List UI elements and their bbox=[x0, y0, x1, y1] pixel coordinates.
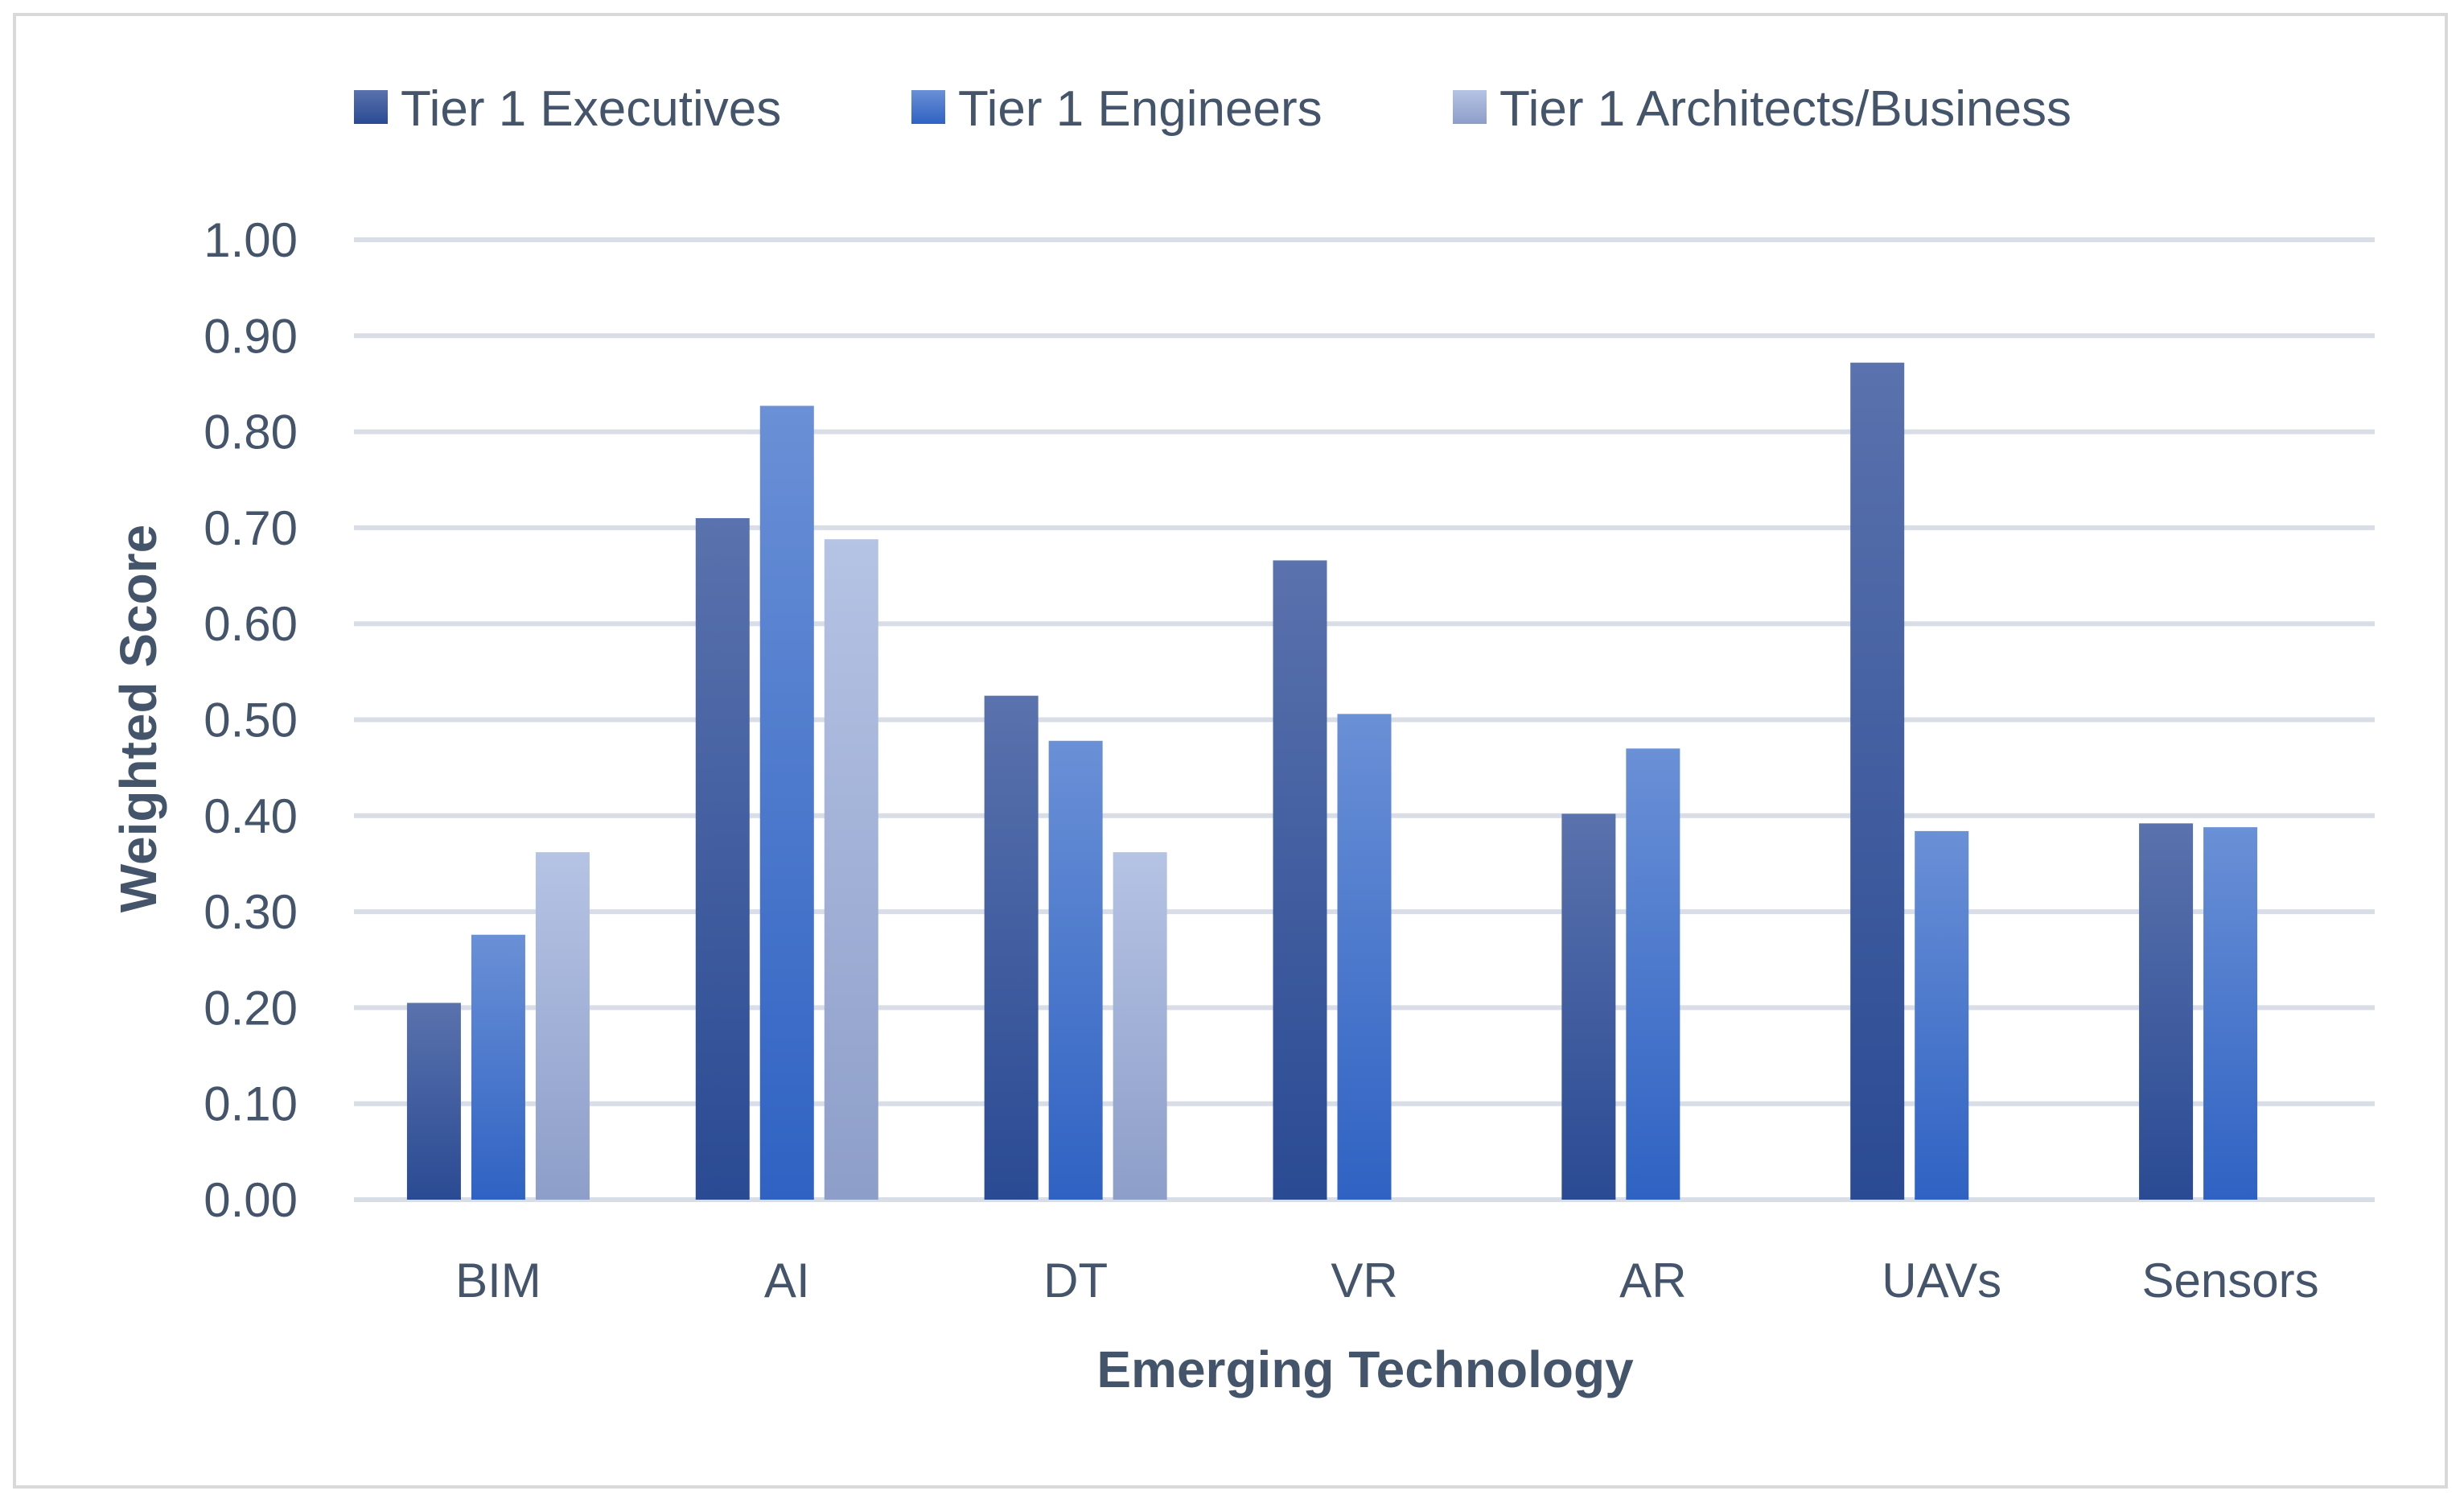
bar-uavs-series-2[interactable] bbox=[1915, 830, 1969, 1200]
y-tick-label: 0.40 bbox=[204, 789, 298, 843]
legend-swatch-engineers bbox=[911, 90, 945, 124]
x-tick-label: Sensors bbox=[2142, 1254, 2319, 1307]
y-tick-label: 0.90 bbox=[204, 309, 298, 363]
x-tick-label: DT bbox=[1043, 1254, 1108, 1307]
legend-swatch-executives bbox=[354, 90, 388, 124]
bars bbox=[406, 362, 2258, 1200]
legend-label-architects-business: Tier 1 Architects/Business bbox=[1499, 81, 2071, 137]
y-tick-label: 0.30 bbox=[204, 885, 298, 939]
bar-sensors-series-2[interactable] bbox=[2203, 827, 2258, 1200]
x-tick-label: AR bbox=[1619, 1254, 1686, 1307]
bar-bim-series-1[interactable] bbox=[406, 1003, 461, 1200]
bar-uavs-series-1[interactable] bbox=[1850, 362, 1905, 1200]
y-tick-label: 0.50 bbox=[204, 694, 298, 747]
bar-ai-series-2[interactable] bbox=[759, 406, 814, 1200]
x-tick-label: AI bbox=[764, 1254, 810, 1307]
bar-bim-series-2[interactable] bbox=[471, 934, 525, 1200]
y-tick-label: 0.60 bbox=[204, 597, 298, 651]
bar-dt-series-3[interactable] bbox=[1113, 852, 1167, 1200]
legend-item-executives[interactable]: Tier 1 Executives bbox=[354, 81, 781, 137]
y-tick-label: 1.00 bbox=[204, 213, 298, 267]
bar-dt-series-2[interactable] bbox=[1048, 740, 1103, 1200]
x-tick-label: UAVs bbox=[1882, 1254, 2001, 1307]
y-axis-title: Weighted Score bbox=[109, 525, 167, 912]
bar-bim-series-3[interactable] bbox=[535, 852, 590, 1200]
y-tick-label: 0.80 bbox=[204, 406, 298, 459]
bar-ai-series-3[interactable] bbox=[824, 539, 878, 1200]
legend-label-executives: Tier 1 Executives bbox=[401, 81, 781, 137]
x-axis-title: Emerging Technology bbox=[1096, 1340, 1634, 1398]
y-tick-label: 0.10 bbox=[204, 1077, 298, 1131]
x-tick-label: VR bbox=[1331, 1254, 1397, 1307]
bar-ar-series-1[interactable] bbox=[1561, 813, 1616, 1200]
x-tick-label: BIM bbox=[455, 1254, 541, 1307]
gridlines bbox=[354, 237, 2375, 1202]
bar-dt-series-1[interactable] bbox=[984, 695, 1039, 1200]
y-tick-label: 0.00 bbox=[204, 1173, 298, 1227]
bar-vr-series-1[interactable] bbox=[1273, 560, 1327, 1200]
chart-frame bbox=[13, 13, 2448, 1489]
bar-vr-series-2[interactable] bbox=[1337, 714, 1392, 1200]
legend-item-architects-business[interactable]: Tier 1 Architects/Business bbox=[1453, 81, 2071, 137]
legend-item-engineers[interactable]: Tier 1 Engineers bbox=[911, 81, 1322, 137]
x-axis-tick-labels: BIM AI DT VR AR UAVs Sensors bbox=[455, 1254, 2319, 1307]
y-axis-tick-labels: 0.00 0.10 0.20 0.30 0.40 0.50 0.60 0.70 0.80 0.90… bbox=[204, 213, 298, 1227]
legend-label-engineers: Tier 1 Engineers bbox=[958, 81, 1322, 137]
legend-swatch-architects-business bbox=[1453, 90, 1487, 124]
bar-ar-series-2[interactable] bbox=[1626, 748, 1680, 1200]
bar-ai-series-1[interactable] bbox=[695, 517, 750, 1200]
y-tick-label: 0.20 bbox=[204, 981, 298, 1035]
legend: Tier 1 Executives Tier 1 Engineers Tier … bbox=[354, 81, 2071, 137]
bar-sensors-series-1[interactable] bbox=[2139, 823, 2194, 1200]
y-tick-label: 0.70 bbox=[204, 501, 298, 555]
